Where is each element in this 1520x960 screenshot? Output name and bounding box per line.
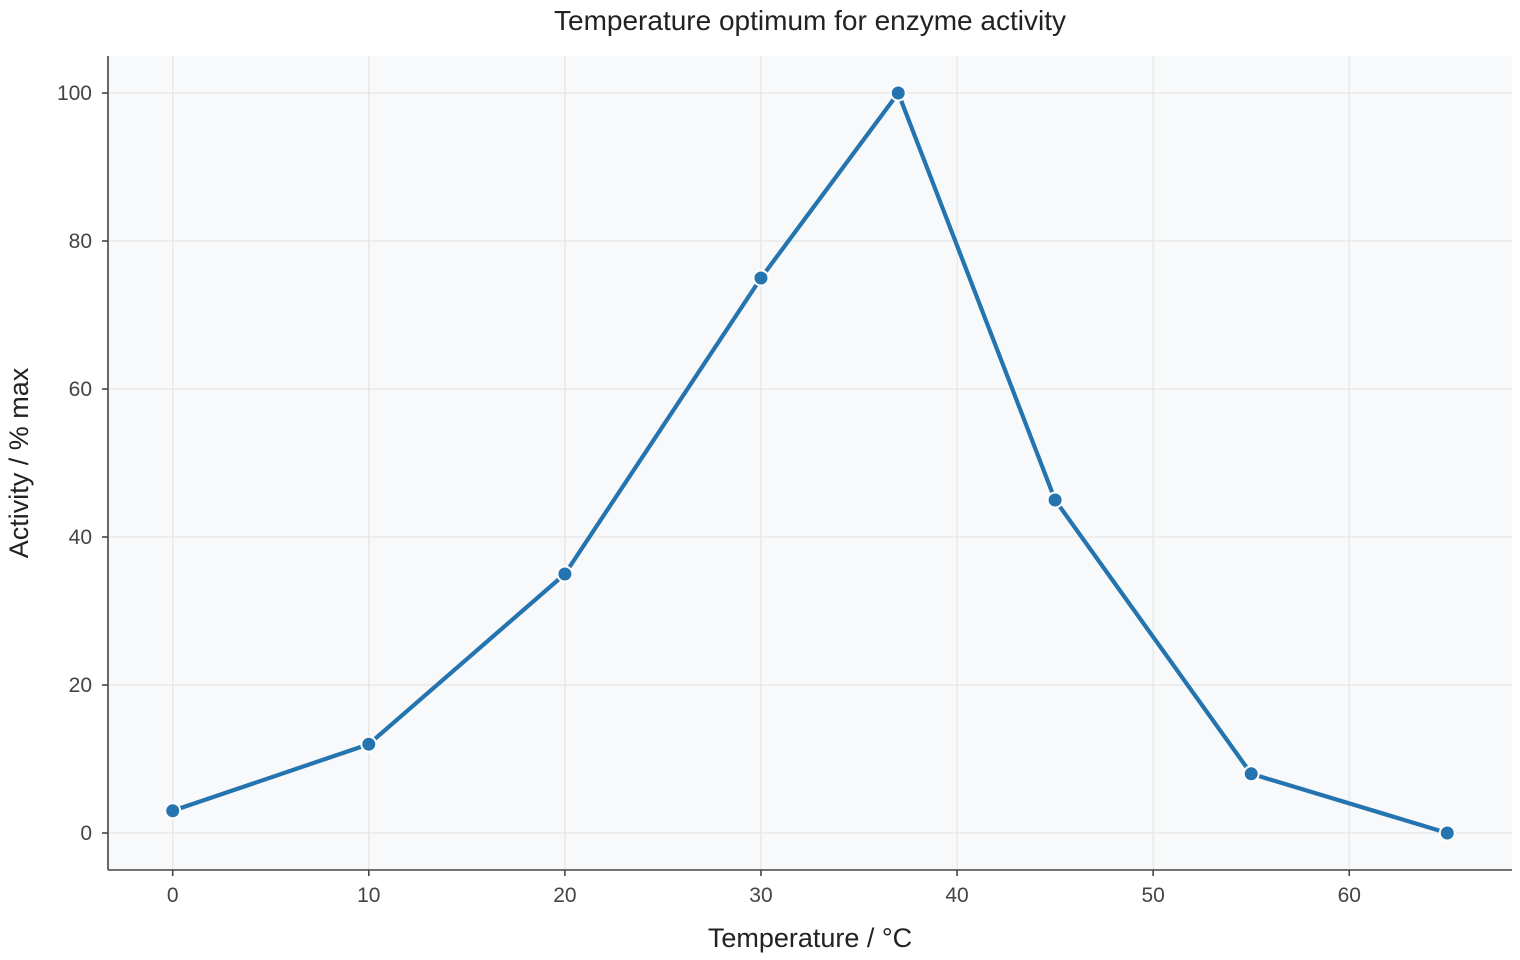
data-point xyxy=(1242,765,1260,783)
ticks: 0 10 20 30 40 50 60 0 20 40 60 80 100 xyxy=(57,82,1361,907)
chart-title: Temperature optimum for enzyme activity xyxy=(554,5,1066,36)
series xyxy=(164,84,1456,842)
y-axis-label: Activity / % max xyxy=(4,367,34,558)
series-line xyxy=(170,90,1450,836)
axes xyxy=(107,56,1512,871)
x-tick-label: 0 xyxy=(167,884,179,907)
y-tick-label: 100 xyxy=(57,82,92,105)
y-tick-label: 20 xyxy=(69,674,92,697)
x-tick-label: 40 xyxy=(945,884,968,907)
y-tick-label: 80 xyxy=(69,230,92,253)
y-tick-label: 60 xyxy=(69,378,92,401)
x-axis-label: Temperature / °C xyxy=(708,923,912,953)
data-point xyxy=(1438,824,1456,842)
data-point xyxy=(164,802,182,820)
data-point xyxy=(556,565,574,583)
x-tick-label: 30 xyxy=(749,884,772,907)
data-point xyxy=(889,84,907,102)
y-tick-label: 0 xyxy=(80,822,92,845)
x-tick-label: 10 xyxy=(357,884,380,907)
data-point xyxy=(1046,491,1064,509)
y-tick-label: 40 xyxy=(69,526,92,549)
plot-background xyxy=(108,56,1512,870)
x-tick-label: 50 xyxy=(1141,884,1164,907)
data-point xyxy=(360,735,378,753)
grid xyxy=(108,56,1512,870)
data-point xyxy=(752,269,770,287)
x-tick-label: 20 xyxy=(553,884,576,907)
x-tick-label: 60 xyxy=(1338,884,1361,907)
